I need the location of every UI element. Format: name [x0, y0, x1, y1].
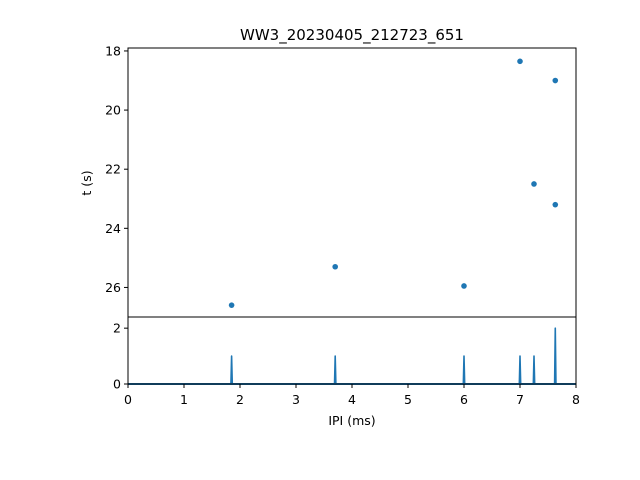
scatter-point-6 [552, 201, 559, 208]
y-tick-label-top-1: 20 [105, 103, 121, 118]
x-tick-label-7: 7 [516, 392, 524, 407]
scatter-point-4 [531, 181, 537, 187]
x-tick-label-0: 0 [124, 392, 132, 407]
ipi-peak-3 [518, 355, 522, 385]
y-tick-label-top-4: 26 [105, 280, 121, 295]
scatter-point-5 [552, 77, 559, 84]
scatter-point-3 [517, 58, 523, 65]
ipi-peak-2 [462, 355, 466, 385]
top-axes-frame [127, 47, 577, 318]
y-tick-label-top-0: 18 [105, 43, 121, 58]
ipi-peak-4 [532, 355, 536, 385]
x-tick-label-2: 2 [236, 392, 244, 407]
x-tick-label-8: 8 [572, 392, 580, 407]
x-tick-label-6: 6 [460, 392, 468, 407]
y-tick-label-top-2: 22 [105, 162, 121, 177]
y-tick-label-bottom-0: 0 [113, 377, 121, 392]
ipi-peak-1 [333, 355, 337, 385]
bottom-axes-frame [127, 316, 577, 385]
scatter-point-1 [332, 263, 339, 270]
scatter-axes: 18 20 22 24 26 [105, 43, 577, 318]
x-axis-label: IPI (ms) [328, 413, 375, 428]
chart-title: WW3_20230405_212723_651 [240, 26, 464, 45]
scatter-point-0 [228, 302, 235, 308]
x-tick-label-3: 3 [292, 392, 300, 407]
y-axis-label-top: t (s) [79, 170, 94, 195]
x-tick-label-5: 5 [404, 392, 412, 407]
ipi-peak-0 [230, 355, 234, 385]
x-tick-label-4: 4 [348, 392, 356, 407]
y-tick-label-top-3: 24 [105, 221, 121, 236]
ipi-line-axes: 0 2 0 1 2 3 4 5 6 7 8 [113, 316, 580, 407]
x-tick-label-1: 1 [180, 392, 188, 407]
y-tick-label-bottom-1: 2 [113, 321, 121, 336]
scatter-point-2 [461, 283, 467, 289]
ipi-peak-5 [553, 327, 557, 385]
